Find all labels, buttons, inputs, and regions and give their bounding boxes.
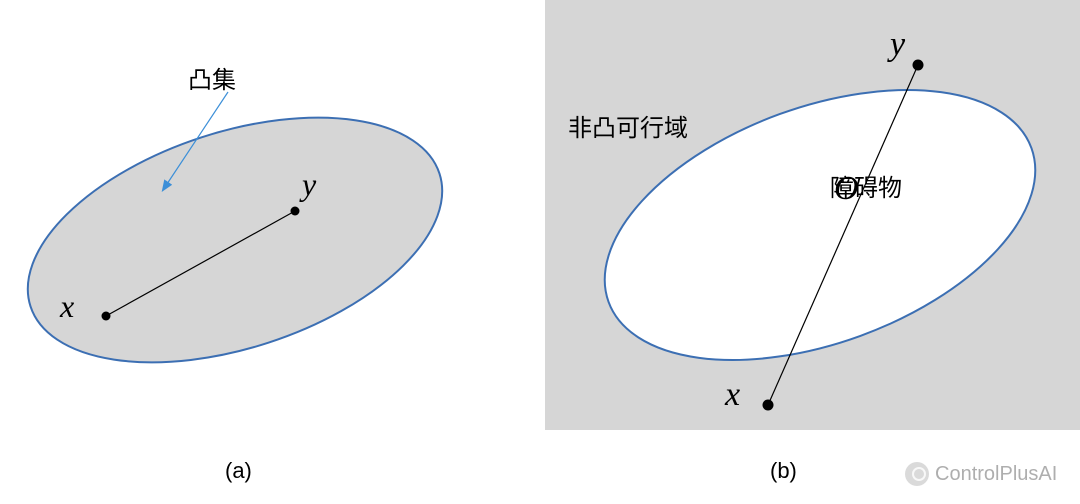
panel-a-point-x (102, 312, 111, 321)
panel-b-label-x: x (725, 376, 740, 414)
panel-b-obstacle-title: 障碍物O (830, 168, 855, 206)
panel-a-title: 凸集 (188, 60, 236, 95)
diagram-canvas: 凸集 x y 非凸可行域 障碍物O x y (a) (b) ControlPlu… (0, 0, 1080, 504)
panel-a-label-y: y (302, 166, 316, 203)
panel-a-ellipse (0, 71, 473, 409)
obstacle-label-o: O (834, 170, 859, 207)
watermark-text: ControlPlusAI (935, 463, 1057, 486)
panel-a-point-y (291, 207, 300, 216)
panel-b-caption: (b) (770, 458, 797, 484)
watermark: ControlPlusAI (905, 462, 1057, 486)
panel-b-point-y (913, 60, 924, 71)
panel-a-caption: (a) (225, 458, 252, 484)
wechat-icon (905, 462, 929, 486)
diagram-svg (0, 0, 1080, 504)
panel-b-label-y: y (890, 26, 905, 64)
panel-b-point-x (763, 400, 774, 411)
panel-a-label-x: x (60, 288, 74, 325)
panel-b-region-title: 非凸可行域 (568, 108, 688, 143)
